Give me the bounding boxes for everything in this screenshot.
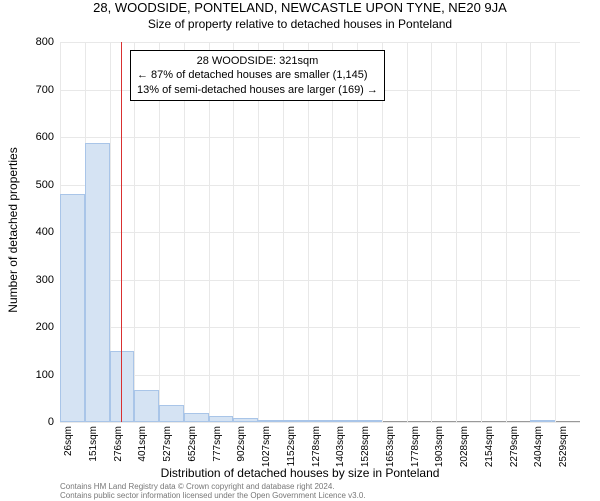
y-tick-label: 0: [14, 416, 54, 428]
gridline-h: [60, 422, 580, 423]
page-subtitle: Size of property relative to detached ho…: [0, 17, 600, 31]
gridline-v: [407, 42, 408, 422]
histogram-bar: [283, 420, 308, 422]
histogram-bar: [357, 420, 382, 422]
gridline-v: [530, 42, 531, 422]
histogram-bar: [159, 405, 184, 422]
x-tick-label: 2529sqm: [558, 426, 569, 467]
gridline-h: [60, 232, 580, 233]
gridline-h: [60, 42, 580, 43]
x-tick-label: 401sqm: [137, 426, 148, 462]
x-axis-label: Distribution of detached houses by size …: [0, 466, 600, 480]
y-tick-label: 300: [14, 274, 54, 286]
histogram-bar: [134, 390, 159, 422]
x-tick-label: 2028sqm: [459, 426, 470, 467]
histogram-bar: [530, 420, 555, 422]
histogram-bar: [233, 418, 258, 422]
gridline-h: [60, 185, 580, 186]
y-tick-label: 800: [14, 36, 54, 48]
gridline-v: [431, 42, 432, 422]
page-title: 28, WOODSIDE, PONTELAND, NEWCASTLE UPON …: [0, 0, 600, 15]
y-tick-label: 200: [14, 321, 54, 333]
y-tick-label: 700: [14, 84, 54, 96]
gridline-h: [60, 327, 580, 328]
annotation-callout: 28 WOODSIDE: 321sqm ← 87% of detached ho…: [130, 50, 385, 101]
x-tick-label: 1027sqm: [261, 426, 272, 467]
histogram-bar: [184, 413, 209, 423]
x-tick-label: 1778sqm: [410, 426, 421, 467]
chart-area: 28 WOODSIDE: 321sqm ← 87% of detached ho…: [60, 42, 580, 422]
histogram-bar: [85, 143, 110, 422]
histogram-bar: [258, 420, 283, 422]
footer-line-2: Contains public sector information licen…: [60, 492, 600, 501]
callout-line-3: 13% of semi-detached houses are larger (…: [137, 83, 378, 97]
x-tick-label: 2279sqm: [509, 426, 520, 467]
x-tick-label: 1528sqm: [360, 426, 371, 467]
x-tick-label: 1903sqm: [434, 426, 445, 467]
x-tick-label: 151sqm: [88, 426, 99, 462]
histogram-bar: [209, 416, 234, 422]
y-tick-label: 600: [14, 131, 54, 143]
y-tick-label: 500: [14, 179, 54, 191]
x-tick-label: 1653sqm: [385, 426, 396, 467]
x-tick-label: 902sqm: [236, 426, 247, 462]
x-tick-label: 1403sqm: [335, 426, 346, 467]
x-tick-label: 777sqm: [212, 426, 223, 462]
gridline-h: [60, 375, 580, 376]
y-tick-label: 400: [14, 226, 54, 238]
x-tick-label: 1152sqm: [286, 426, 297, 466]
gridline-h: [60, 137, 580, 138]
callout-line-2: ← 87% of detached houses are smaller (1,…: [137, 68, 378, 82]
gridline-h: [60, 280, 580, 281]
histogram-bar: [308, 420, 333, 422]
histogram-bar: [60, 194, 85, 422]
gridline-v: [456, 42, 457, 422]
x-tick-label: 1278sqm: [311, 426, 322, 467]
callout-line-1: 28 WOODSIDE: 321sqm: [137, 54, 378, 68]
gridline-v: [481, 42, 482, 422]
reference-marker-line: [121, 42, 122, 422]
x-tick-label: 276sqm: [113, 426, 124, 462]
x-tick-label: 26sqm: [63, 426, 74, 456]
x-tick-label: 652sqm: [187, 426, 198, 462]
gridline-v: [555, 42, 556, 422]
x-tick-label: 2404sqm: [533, 426, 544, 467]
x-tick-label: 527sqm: [162, 426, 173, 462]
y-tick-label: 100: [14, 369, 54, 381]
x-tick-label: 2154sqm: [484, 426, 495, 467]
histogram-bar: [332, 420, 357, 422]
footer-attribution: Contains HM Land Registry data © Crown c…: [0, 483, 600, 501]
gridline-v: [506, 42, 507, 422]
